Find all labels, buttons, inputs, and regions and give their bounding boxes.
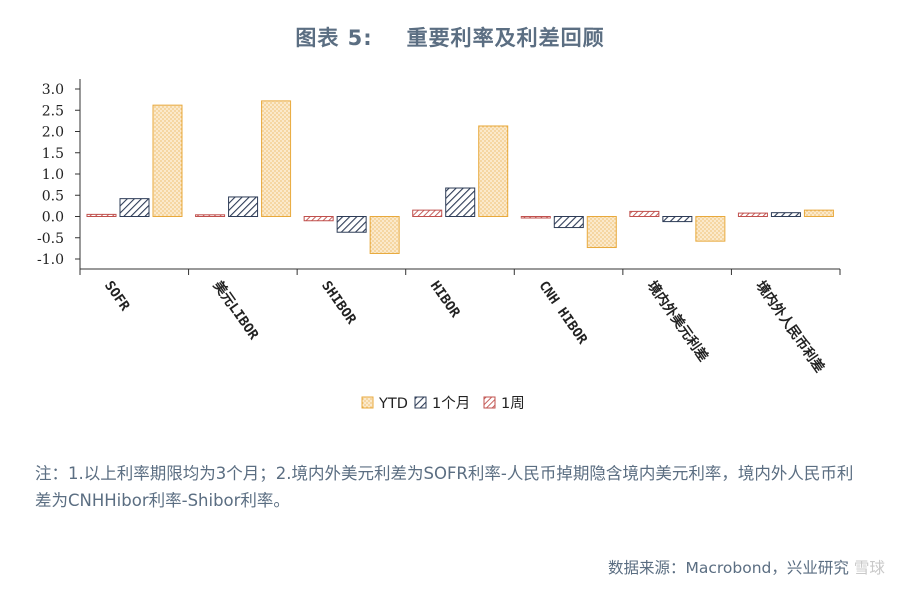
chart-title-text: 重要利率及利差回顾 xyxy=(406,26,605,50)
bar-1w xyxy=(86,213,117,217)
bar-1w xyxy=(195,214,226,218)
legend-label: 1个月 xyxy=(432,395,470,412)
y-tick-label: -1.0 xyxy=(37,252,64,268)
y-tick-label: 2.0 xyxy=(42,125,64,141)
source-text: 数据来源：Macrobond，兴业研究 xyxy=(608,559,849,577)
bar-1m xyxy=(445,187,476,217)
legend-swatch xyxy=(414,396,427,409)
bar-ytd xyxy=(586,216,617,249)
x-category-label: SHIBOR xyxy=(318,278,360,328)
x-category-label: 境内外人民币利差 xyxy=(752,278,828,376)
chart-title: 图表 5: 重要利率及利差回顾 xyxy=(0,22,900,52)
bar-chart: 3.0 2.5 2.0 1.5 1.0 0.5 0.0 -0.5 -1.0 SOFR 美元LIBO… xyxy=(37,79,841,412)
bar-1m xyxy=(662,216,693,223)
bar-ytd xyxy=(478,125,509,217)
legend-swatch xyxy=(483,396,496,409)
bar-1m xyxy=(228,196,259,217)
bar-ytd xyxy=(369,216,400,254)
chart-title-label: 图表 5: xyxy=(295,26,373,50)
y-tick-label: 1.0 xyxy=(42,167,64,183)
y-tick-label: 3.0 xyxy=(42,82,64,98)
x-category-label: CNH HIBOR xyxy=(535,278,591,348)
legend: YTD 1个月 1周 xyxy=(361,395,525,412)
bar-1w xyxy=(629,210,660,217)
footnote: 注：1.以上利率期限均为3个月；2.境内外美元利差为SOFR利率-人民币掉期隐含… xyxy=(35,464,854,510)
y-tick-label: 1.5 xyxy=(42,146,64,162)
x-category-label: HIBOR xyxy=(427,278,464,321)
x-category-label: 美元LIBOR xyxy=(210,278,263,344)
watermark-text: 雪球 xyxy=(853,559,885,577)
bar-1w xyxy=(737,212,768,218)
source-line: 数据来源：Macrobond，兴业研究 雪球 xyxy=(608,556,885,578)
y-tick-label: -0.5 xyxy=(37,231,64,247)
y-tick-label: 0.0 xyxy=(42,210,64,226)
bar-1m xyxy=(553,216,584,229)
legend-label: 1周 xyxy=(501,396,525,412)
bar-1w xyxy=(303,216,334,222)
bar-ytd xyxy=(261,100,292,217)
bar-1m xyxy=(770,212,801,218)
y-tick-label: 2.5 xyxy=(42,103,64,119)
axes: 3.0 2.5 2.0 1.5 1.0 0.5 0.0 -0.5 -1.0 xyxy=(37,79,841,275)
bar-ytd xyxy=(695,216,726,242)
x-category-label: 境内外美元利差 xyxy=(644,278,712,365)
x-category-label: SOFR xyxy=(101,278,133,315)
y-tick-label: 0.5 xyxy=(42,188,64,204)
bars xyxy=(86,100,834,254)
bar-ytd xyxy=(152,104,183,217)
category-labels: SOFR 美元LIBOR SHIBOR HIBOR CNH HIBOR 境内外美元利差 境内… xyxy=(101,278,828,376)
bar-1w xyxy=(520,216,551,219)
legend-label: YTD xyxy=(378,396,408,412)
bar-1m xyxy=(336,216,367,233)
bar-1w xyxy=(412,209,443,217)
bar-ytd xyxy=(803,209,834,217)
bar-1m xyxy=(119,198,150,217)
legend-swatch xyxy=(361,396,374,409)
